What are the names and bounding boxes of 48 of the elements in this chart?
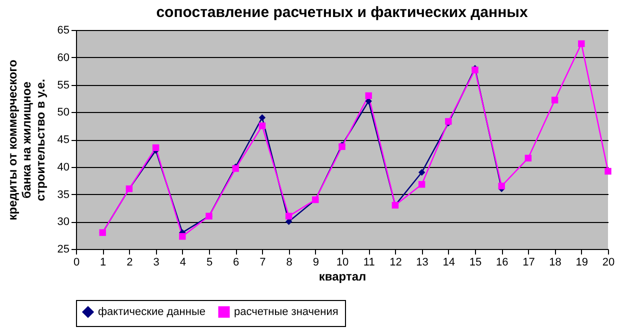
x-tick-label: 13: [416, 256, 428, 268]
x-tick-label: 7: [260, 256, 266, 268]
legend-label: расчетные значения: [234, 306, 338, 318]
point: [285, 212, 292, 220]
x-tick-label: 18: [549, 256, 562, 268]
x-tick-label: 14: [442, 256, 456, 268]
point: [258, 114, 266, 121]
point: [179, 233, 186, 240]
point: [498, 182, 505, 190]
x-tick-label: 12: [390, 256, 402, 268]
x-tick-label: 1: [100, 256, 106, 268]
y-tick-label: 35: [57, 188, 70, 201]
x-tick-label: 5: [206, 256, 213, 268]
x-tick-label: 10: [336, 256, 349, 268]
point: [578, 40, 585, 48]
point: [258, 122, 266, 130]
point: [418, 181, 426, 188]
x-tick-label: 11: [363, 256, 375, 268]
x-axis-title: квартал: [318, 270, 366, 284]
x-tick-label: 4: [180, 256, 186, 268]
legend-label: фактические данные: [98, 306, 206, 318]
point: [365, 92, 372, 100]
x-tick-label: 16: [496, 256, 508, 268]
y-tick-label: 30: [57, 216, 70, 228]
point: [418, 168, 426, 176]
point: [152, 144, 160, 152]
x-tick-label: 3: [153, 256, 160, 268]
x-tick-label: 2: [126, 256, 133, 268]
y-tick-label: 40: [57, 161, 70, 174]
y-tick-label: 25: [57, 244, 70, 256]
point: [524, 154, 532, 162]
x-tick-label: 17: [522, 256, 535, 268]
y-tick-label: 60: [57, 52, 70, 64]
x-tick-label: 6: [233, 256, 240, 268]
y-axis-title: кредиты от коммерческого банка на жилищное строительство в у.е.: [5, 60, 48, 220]
x-tick-label: 15: [469, 256, 482, 268]
y-tick-label: 55: [57, 79, 70, 92]
x-tick-label: 8: [286, 256, 292, 268]
y-tick-label: 50: [57, 106, 70, 119]
x-tick-label: 9: [312, 256, 319, 268]
x-tick-label: 20: [602, 256, 615, 268]
chart-title: сопоставление расчетных и фактических данных: [156, 4, 528, 21]
point: [604, 168, 612, 175]
x-tick-label: 19: [576, 256, 588, 268]
y-tick-label: 45: [57, 134, 70, 146]
point: [551, 96, 558, 104]
x-tick-label: 0: [73, 256, 80, 268]
y-tick-label: 65: [57, 24, 70, 36]
